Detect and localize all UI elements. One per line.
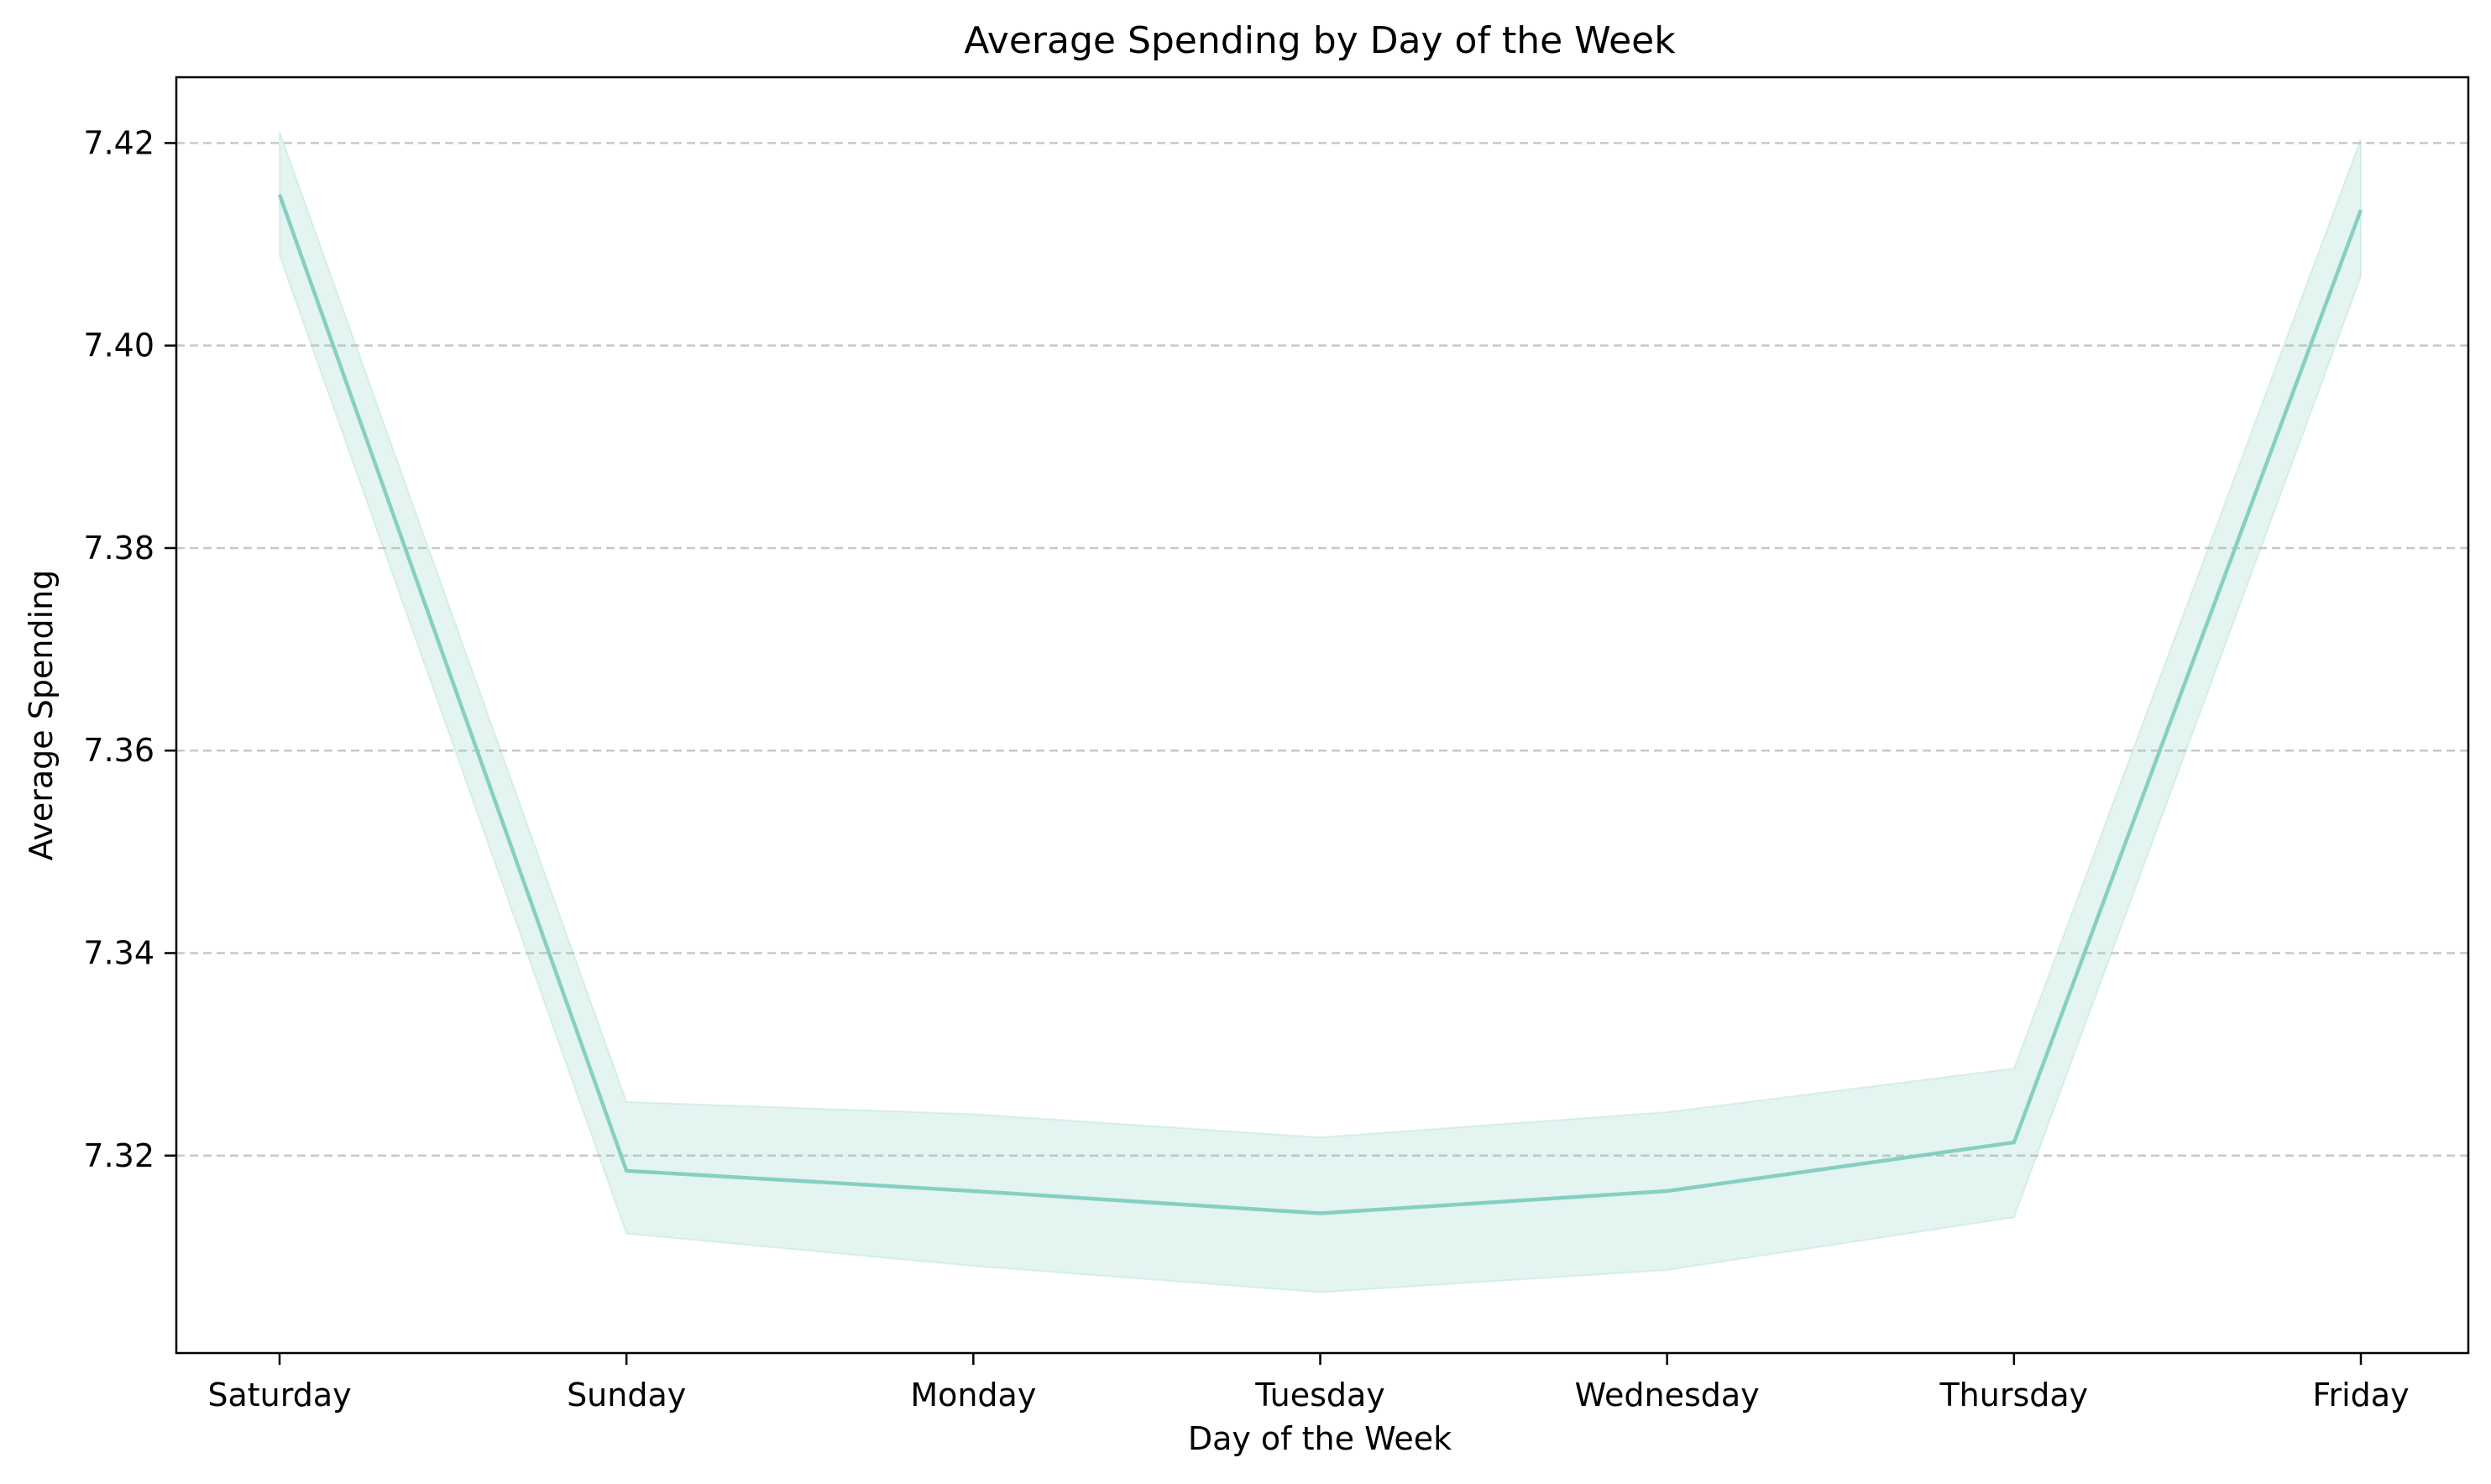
data-point-monday	[972, 1190, 974, 1192]
x-axis-ticks: Saturday Sunday Monday Tuesday Wednesday Thur…	[207, 1353, 2410, 1413]
y-tick-label-2: 7.36	[83, 732, 154, 769]
data-point-thursday	[2013, 1142, 2015, 1143]
chart-title: Average Spending by Day of the Week	[964, 19, 1676, 62]
data-point-tuesday	[1320, 1213, 1321, 1215]
x-tick-label-0: Saturday	[207, 1377, 351, 1413]
plot-frame	[175, 76, 2470, 1355]
series-line-layer	[277, 194, 2363, 1215]
y-tick-label-5: 7.42	[83, 124, 154, 161]
y-axis-label: Average Spending	[23, 570, 60, 861]
y-tick-label-4: 7.40	[83, 327, 154, 364]
data-point-sunday	[625, 1170, 627, 1172]
data-point-friday	[2360, 209, 2362, 211]
x-tick-label-3: Tuesday	[1254, 1377, 1385, 1413]
confidence-band-0	[279, 131, 2362, 1293]
x-axis-label: Day of the Week	[1188, 1420, 1452, 1457]
y-tick-label-1: 7.34	[83, 934, 154, 971]
x-tick-label-2: Monday	[910, 1377, 1036, 1413]
x-tick-label-5: Thursday	[1939, 1377, 2088, 1413]
gridlines	[176, 142, 2468, 1157]
y-axis-ticks: 7.32 7.34 7.36 7.38 7.40 7.42	[83, 124, 176, 1174]
x-tick-label-6: Friday	[2312, 1377, 2409, 1413]
confidence-band-layer	[279, 131, 2362, 1293]
x-tick-label-4: Wednesday	[1575, 1377, 1760, 1413]
x-tick-label-1: Sunday	[567, 1377, 686, 1413]
y-tick-label-0: 7.32	[83, 1137, 154, 1174]
y-tick-label-3: 7.38	[83, 530, 154, 567]
